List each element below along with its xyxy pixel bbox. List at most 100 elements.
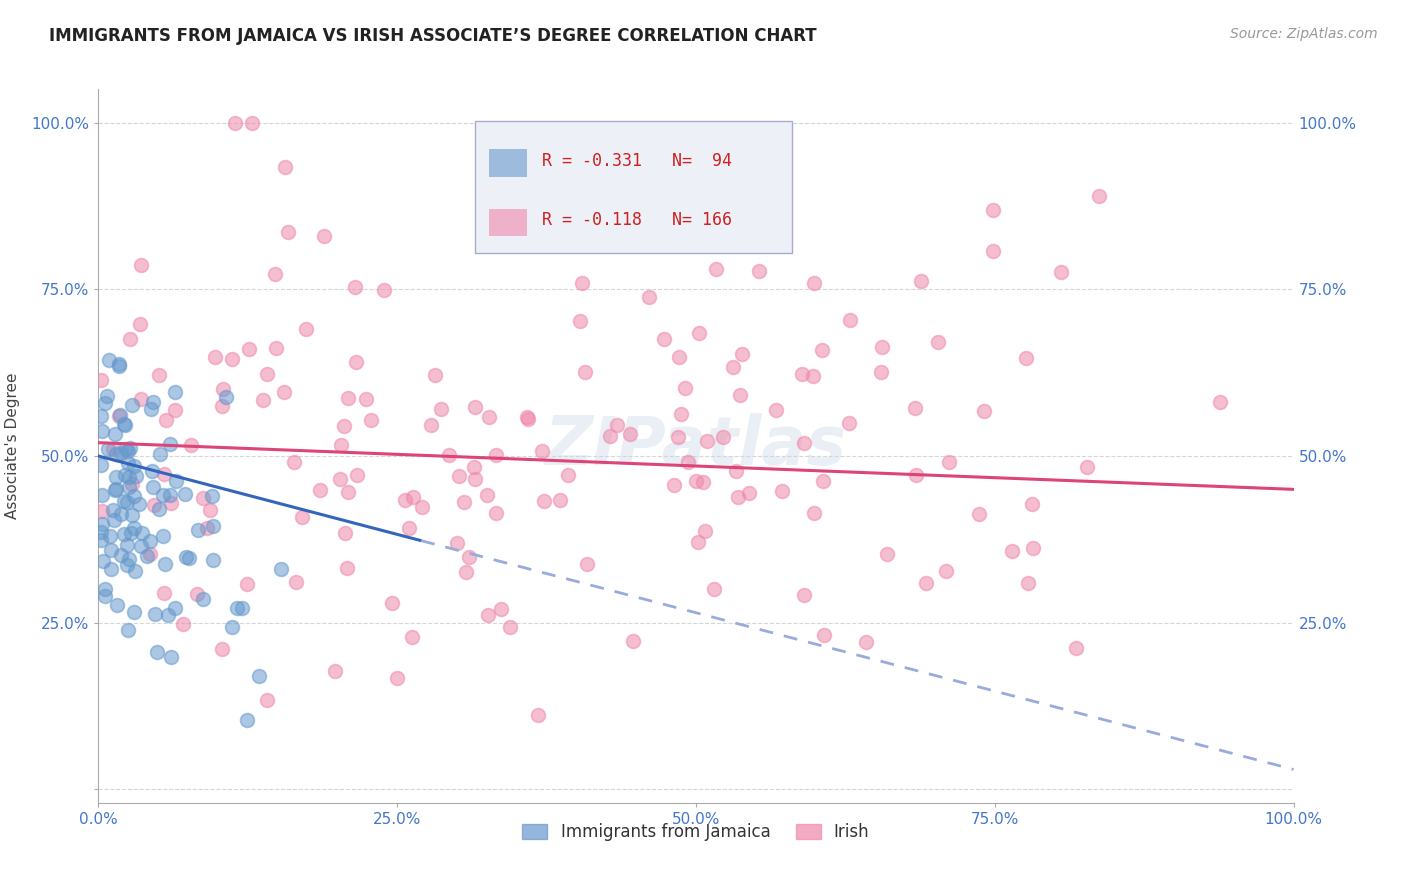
Point	[503, 199, 526, 213]
Point	[120, 526, 142, 541]
Point	[138, 533, 160, 548]
Point	[672, 172, 695, 186]
Point	[967, 507, 990, 521]
Point	[115, 442, 138, 456]
Point	[485, 506, 508, 520]
Point	[148, 502, 170, 516]
Point	[332, 419, 354, 434]
Point	[727, 490, 749, 504]
Point	[115, 494, 138, 508]
Point	[114, 418, 136, 433]
Point	[803, 506, 825, 520]
Point	[128, 318, 150, 332]
Point	[344, 355, 367, 369]
Point	[457, 549, 479, 564]
Point	[108, 357, 131, 371]
Point	[115, 558, 138, 573]
Point	[725, 465, 748, 479]
Point	[1017, 576, 1039, 591]
Point	[94, 396, 117, 410]
Point	[668, 350, 690, 364]
Point	[273, 384, 295, 399]
Point	[117, 480, 139, 494]
Point	[652, 333, 675, 347]
Point	[398, 520, 420, 534]
Point	[904, 468, 927, 483]
Point	[152, 528, 174, 542]
Point	[437, 449, 460, 463]
Point	[738, 486, 761, 500]
Point	[477, 608, 499, 623]
Point	[449, 468, 471, 483]
Point	[114, 468, 136, 483]
Point	[139, 547, 162, 561]
Point	[236, 576, 259, 591]
Point	[285, 574, 308, 589]
Point	[606, 417, 628, 432]
Point	[666, 430, 689, 444]
Point	[401, 630, 423, 644]
Point	[143, 498, 166, 512]
Point	[548, 492, 571, 507]
Point	[135, 549, 157, 563]
Point	[765, 402, 787, 417]
Point	[1021, 497, 1043, 511]
FancyBboxPatch shape	[475, 121, 792, 253]
Point	[153, 557, 176, 571]
Point	[526, 707, 548, 722]
Point	[485, 448, 508, 462]
Point	[688, 326, 710, 341]
Point	[402, 490, 425, 504]
Point	[394, 492, 416, 507]
Point	[131, 539, 153, 553]
Point	[621, 634, 644, 648]
Point	[855, 635, 877, 649]
Point	[838, 312, 860, 326]
Point	[107, 359, 129, 373]
Point	[122, 605, 145, 619]
Point	[100, 543, 122, 558]
Text: R = -0.118   N= 166: R = -0.118 N= 166	[541, 211, 731, 229]
Point	[876, 547, 898, 561]
Point	[117, 456, 139, 470]
Point	[692, 475, 714, 490]
Text: IMMIGRANTS FROM JAMAICA VS IRISH ASSOCIATE’S DEGREE CORRELATION CHART: IMMIGRANTS FROM JAMAICA VS IRISH ASSOCIA…	[49, 27, 817, 45]
Point	[811, 474, 834, 488]
Point	[731, 347, 754, 361]
Point	[186, 587, 208, 601]
Point	[574, 365, 596, 379]
Point	[191, 591, 214, 606]
Point	[1076, 460, 1098, 475]
Point	[477, 488, 499, 502]
Point	[110, 548, 132, 562]
Point	[770, 484, 793, 499]
Point	[387, 671, 409, 685]
Point	[117, 538, 139, 552]
Point	[337, 392, 360, 406]
Point	[270, 561, 292, 575]
Point	[152, 467, 174, 482]
Point	[141, 401, 163, 416]
Point	[973, 403, 995, 417]
Point	[464, 400, 486, 414]
Point	[110, 508, 132, 522]
Point	[91, 554, 114, 568]
Point	[91, 517, 114, 532]
Point	[576, 557, 599, 571]
Point	[703, 582, 725, 596]
Point	[1066, 641, 1088, 656]
Point	[131, 525, 153, 540]
Point	[152, 488, 174, 502]
Point	[96, 389, 118, 403]
Point	[117, 444, 139, 458]
Point	[104, 427, 127, 442]
Point	[201, 489, 224, 503]
Point	[256, 693, 278, 707]
Point	[838, 416, 860, 430]
Point	[336, 484, 359, 499]
Point	[163, 385, 186, 400]
Point	[231, 600, 253, 615]
Point	[101, 442, 124, 457]
Point	[191, 491, 214, 506]
Point	[314, 228, 336, 243]
